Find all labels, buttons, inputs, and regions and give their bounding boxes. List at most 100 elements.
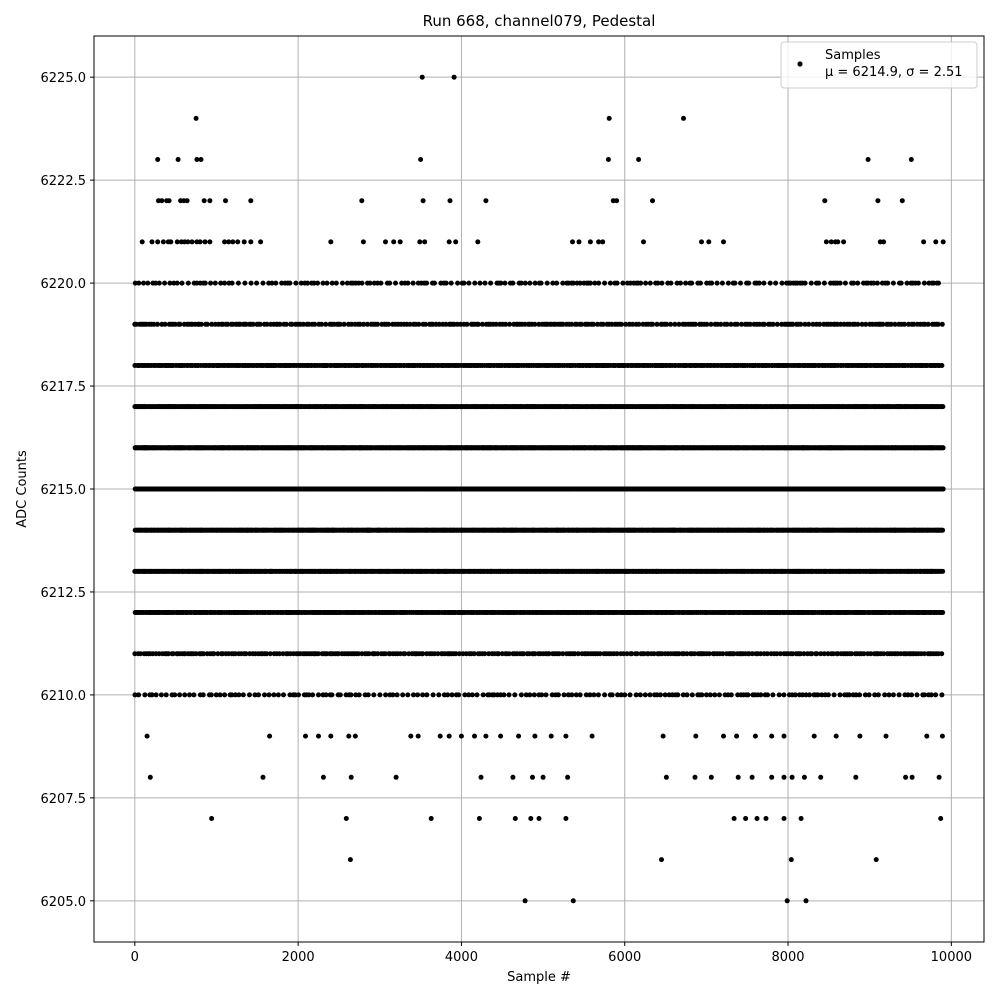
data-point: [383, 239, 388, 245]
data-point: [573, 692, 579, 698]
data-point: [636, 157, 642, 162]
data-point: [914, 692, 920, 698]
data-point: [681, 115, 686, 121]
data-point: [275, 692, 281, 698]
data-point: [201, 651, 207, 657]
data-point: [868, 651, 874, 657]
data-point: [449, 692, 455, 698]
data-point: [496, 651, 501, 657]
data-point: [258, 239, 264, 245]
data-point: [890, 692, 896, 698]
data-point: [184, 198, 190, 204]
data-point: [641, 239, 646, 245]
data-point: [650, 198, 655, 204]
data-point: [469, 692, 475, 698]
data-point: [615, 692, 621, 698]
data-point: [168, 239, 174, 245]
data-point: [417, 239, 423, 245]
data-point: [382, 651, 388, 657]
data-point: [627, 692, 633, 698]
data-point: [235, 239, 241, 245]
data-point: [831, 692, 837, 698]
data-point: [909, 692, 915, 698]
data-point: [391, 239, 397, 245]
data-point: [642, 692, 648, 698]
data-point: [420, 651, 426, 657]
data-point: [921, 651, 927, 657]
data-point: [177, 692, 183, 698]
data-point: [606, 115, 612, 121]
data-point: [591, 692, 597, 698]
data-point: [647, 692, 653, 698]
data-point: [875, 692, 881, 698]
data-point: [692, 651, 698, 657]
data-point: [940, 610, 946, 615]
data-point: [933, 692, 939, 698]
data-point: [360, 239, 366, 245]
data-point: [329, 692, 335, 698]
data-point: [555, 692, 561, 698]
data-point: [243, 651, 249, 657]
data-point: [572, 651, 578, 657]
data-point: [764, 651, 770, 657]
data-point: [819, 692, 825, 698]
data-point: [583, 692, 589, 698]
data-point: [232, 692, 238, 698]
data-point: [905, 692, 911, 698]
data-point: [453, 651, 459, 657]
data-point: [776, 692, 782, 698]
data-point: [857, 692, 863, 698]
data-point: [172, 692, 178, 698]
data-point: [543, 692, 549, 698]
data-point: [355, 651, 361, 657]
data-point: [160, 239, 166, 245]
data-point: [506, 651, 512, 657]
data-point: [277, 651, 282, 657]
data-point: [575, 651, 581, 657]
data-point: [264, 651, 270, 657]
data-point: [546, 651, 552, 657]
data-point: [202, 239, 208, 245]
data-point: [609, 692, 615, 698]
data-point: [266, 692, 272, 698]
data-point: [770, 692, 776, 698]
data-point: [523, 692, 529, 698]
data-point: [527, 692, 533, 698]
data-point: [556, 651, 562, 657]
data-point: [420, 198, 426, 204]
data-point: [155, 239, 161, 245]
data-point: [149, 239, 155, 245]
data-point: [366, 651, 372, 657]
data-point: [149, 692, 155, 698]
data-point: [213, 692, 219, 698]
data-point: [865, 157, 871, 162]
data-point: [155, 157, 161, 162]
data-point: [323, 692, 329, 698]
data-point: [940, 239, 946, 245]
data-point: [809, 651, 815, 657]
data-point: [191, 692, 197, 698]
data-point: [837, 692, 843, 698]
data-point: [933, 239, 939, 245]
data-point: [602, 692, 608, 698]
data-point: [456, 692, 462, 698]
data-point: [618, 692, 624, 698]
data-point: [474, 692, 480, 698]
data-point: [447, 198, 453, 204]
data-point: [501, 692, 507, 698]
data-point: [201, 198, 207, 204]
data-point: [807, 692, 812, 698]
data-point: [197, 239, 203, 245]
data-point: [896, 692, 902, 698]
data-point: [706, 239, 712, 245]
data-point: [614, 651, 620, 657]
data-point: [310, 692, 316, 698]
data-point: [445, 692, 451, 698]
data-point: [193, 115, 199, 121]
data-point: [875, 198, 881, 204]
data-point: [765, 692, 771, 698]
data-point: [637, 692, 643, 698]
data-point: [651, 651, 657, 657]
data-point: [159, 198, 165, 204]
data-point: [451, 74, 457, 80]
